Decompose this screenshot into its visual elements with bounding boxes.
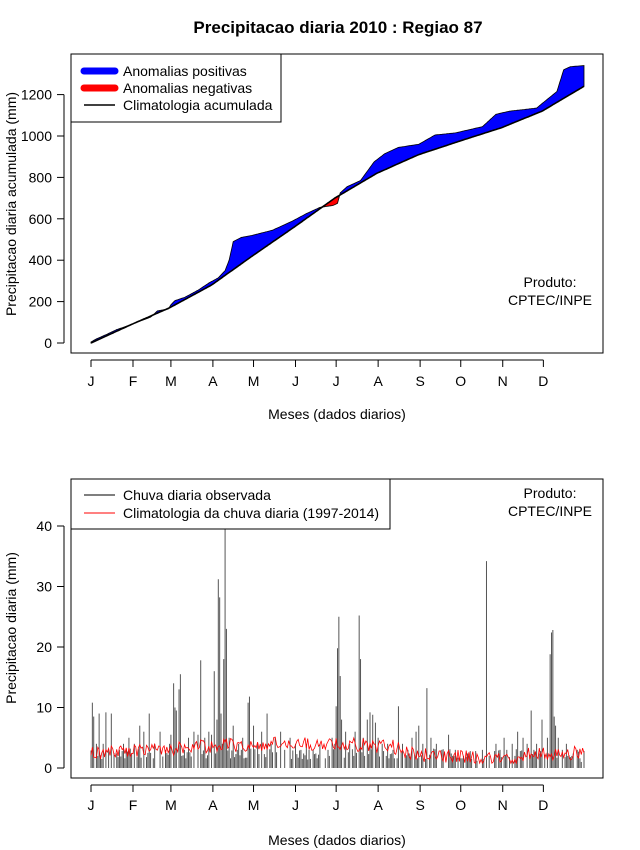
accumulated-chart: 0 200 400 600 800 1000 1200 J F M A M J J A S O N D Anoma… — [3, 53, 604, 422]
positive-anomaly-area-6 — [338, 65, 585, 199]
accumulated-y-tick-label-0: 0 — [44, 335, 52, 351]
daily-legend: Chuva diaria observada Climatologia da c… — [70, 478, 391, 530]
daily-x-tick-label-5: J — [292, 797, 299, 813]
daily-x-tick-label-7: A — [373, 797, 383, 813]
accumulated-x-tick-label-1: F — [129, 373, 138, 389]
accumulated-y-tick-label-200: 200 — [29, 294, 53, 310]
accumulated-product-label: Produto: — [524, 274, 577, 290]
daily-product-source: CPTEC/INPE — [508, 503, 592, 519]
legend-climatology-label: Climatologia acumulada — [123, 97, 273, 113]
accumulated-x-tick-label-8: S — [415, 373, 424, 389]
accumulated-x-tick-label-10: N — [498, 373, 508, 389]
daily-y-tick-label-10: 10 — [36, 700, 52, 716]
accumulated-x-tick-label-9: O — [455, 373, 466, 389]
daily-x-tick-label-6: J — [333, 797, 340, 813]
accumulated-x-tick-label-11: D — [538, 373, 548, 389]
daily-y-tick-label-0: 0 — [44, 760, 52, 776]
daily-x-label: Meses (dados diarios) — [268, 832, 406, 848]
daily-y-axis: 0 10 20 30 40 — [36, 518, 65, 776]
accumulated-x-tick-label-6: J — [333, 373, 340, 389]
accumulated-x-tick-label-4: M — [248, 373, 260, 389]
legend-daily-climatology-label: Climatologia da chuva diaria (1997-2014) — [123, 505, 379, 521]
daily-x-tick-label-3: A — [208, 797, 218, 813]
daily-climatology-line — [90, 736, 585, 765]
accumulated-y-tick-label-1200: 1200 — [21, 87, 52, 103]
accumulated-x-tick-label-5: J — [292, 373, 299, 389]
accumulated-x-tick-label-0: J — [88, 373, 95, 389]
legend-negative-label: Anomalias negativas — [123, 80, 252, 96]
daily-x-tick-label-10: N — [498, 797, 508, 813]
accumulated-y-tick-label-600: 600 — [29, 211, 53, 227]
accumulated-legend: Anomalias positivas Anomalias negativas … — [70, 53, 282, 123]
climatology-accumulated-line — [90, 85, 585, 344]
accumulated-plot-frame — [70, 53, 604, 354]
daily-x-tick-label-9: O — [455, 797, 466, 813]
daily-y-tick-label-30: 30 — [36, 579, 52, 595]
daily-y-label: Precipitacao diaria (mm) — [3, 552, 19, 704]
accumulated-series — [90, 65, 585, 344]
accumulated-y-label: Precipitacao diaria acumulada (mm) — [3, 92, 19, 316]
daily-climatology-series — [90, 736, 585, 765]
daily-x-tick-label-8: S — [415, 797, 424, 813]
daily-x-tick-label-0: J — [88, 797, 95, 813]
positive-anomaly-area-4 — [167, 206, 322, 311]
legend-positive-label: Anomalias positivas — [123, 63, 247, 79]
daily-x-tick-label-4: M — [248, 797, 260, 813]
accumulated-x-tick-label-7: A — [373, 373, 383, 389]
accumulated-y-tick-label-400: 400 — [29, 252, 53, 268]
accumulated-y-tick-label-800: 800 — [29, 169, 53, 185]
daily-y-tick-label-40: 40 — [36, 518, 52, 534]
accumulated-x-tick-label-3: A — [208, 373, 218, 389]
daily-x-tick-label-1: F — [129, 797, 138, 813]
accumulated-product-source: CPTEC/INPE — [508, 292, 592, 308]
daily-y-tick-label-20: 20 — [36, 639, 52, 655]
daily-observed-series — [90, 526, 585, 768]
accumulated-x-label: Meses (dados diarios) — [268, 406, 406, 422]
accumulated-y-axis: 0 200 400 600 800 1000 1200 — [21, 87, 65, 351]
daily-x-tick-label-11: D — [538, 797, 548, 813]
figure-title: Precipitacao diaria 2010 : Regiao 87 — [193, 18, 482, 37]
daily-x-tick-label-2: M — [165, 797, 177, 813]
accumulated-x-tick-label-2: M — [165, 373, 177, 389]
accumulated-y-tick-label-1000: 1000 — [21, 128, 52, 144]
daily-legend-box — [70, 478, 391, 530]
daily-product-label: Produto: — [524, 485, 577, 501]
legend-observed-label: Chuva diaria observada — [123, 487, 271, 503]
daily-chart: 0 10 20 30 40 J F M A M J J A S O N D Chuva diaria obse… — [3, 478, 604, 848]
